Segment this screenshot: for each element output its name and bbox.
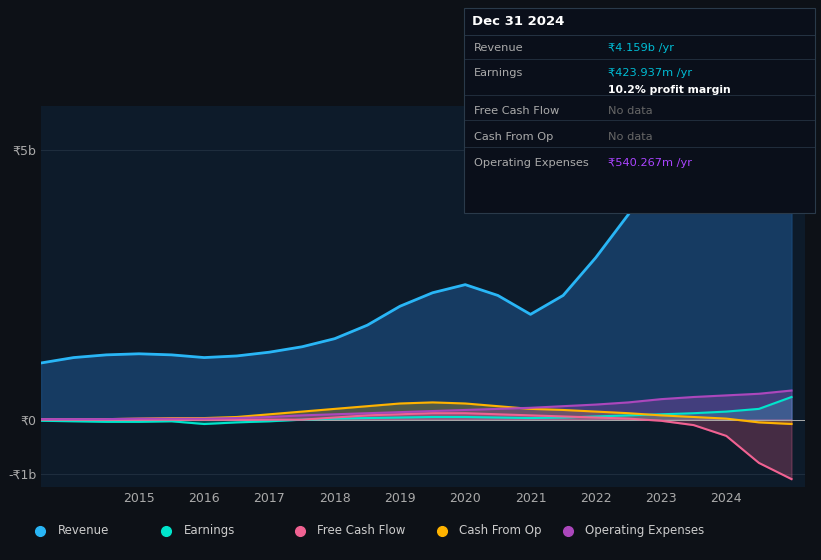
Text: ₹4.159b /yr: ₹4.159b /yr (608, 43, 673, 53)
Text: Operating Expenses: Operating Expenses (474, 158, 589, 169)
Text: Revenue: Revenue (474, 43, 523, 53)
Text: Earnings: Earnings (474, 68, 523, 78)
Text: Revenue: Revenue (57, 525, 108, 538)
Text: Cash From Op: Cash From Op (474, 132, 553, 142)
Text: Cash From Op: Cash From Op (460, 525, 542, 538)
Text: Dec 31 2024: Dec 31 2024 (472, 15, 565, 28)
Text: Free Cash Flow: Free Cash Flow (474, 106, 559, 116)
Text: 10.2% profit margin: 10.2% profit margin (608, 85, 731, 95)
Text: Earnings: Earnings (184, 525, 235, 538)
Text: No data: No data (608, 106, 652, 116)
Text: Operating Expenses: Operating Expenses (585, 525, 704, 538)
Text: No data: No data (608, 132, 652, 142)
Text: Free Cash Flow: Free Cash Flow (318, 525, 406, 538)
Text: ₹423.937m /yr: ₹423.937m /yr (608, 68, 691, 78)
Text: ₹540.267m /yr: ₹540.267m /yr (608, 158, 691, 169)
